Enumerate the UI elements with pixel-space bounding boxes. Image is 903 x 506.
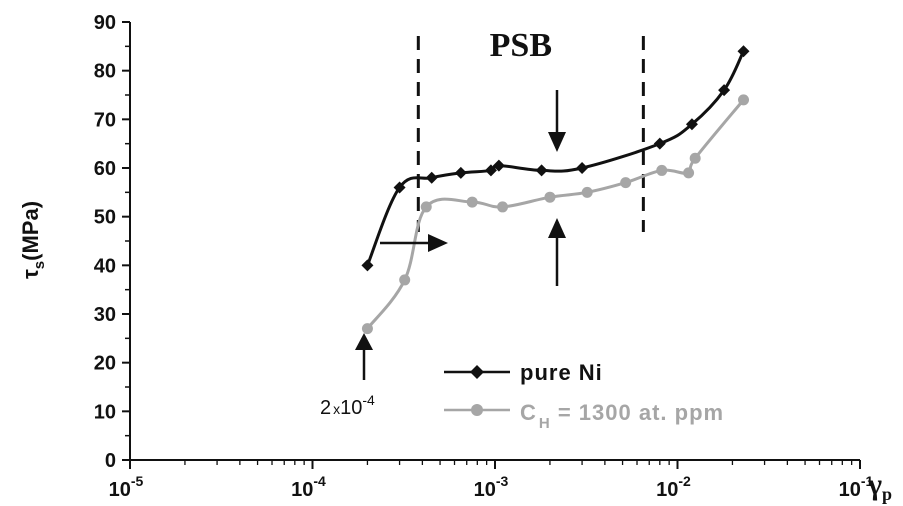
y-tick-label: 60: [94, 158, 116, 180]
x-tick-label: 10-5: [109, 473, 144, 501]
x-tick-label: 10-2: [656, 473, 691, 501]
data-point: [425, 171, 438, 184]
arrow-start-icon: [355, 333, 373, 380]
data-point: [497, 201, 509, 213]
data-point: [454, 166, 467, 179]
y-tick-group: 0 10 20 30 40 50 60 70 80 90: [94, 12, 130, 472]
start-value-base: 2: [320, 397, 331, 419]
data-point: [399, 274, 411, 286]
y-axis-label: τs(MPa): [18, 201, 48, 279]
data-point: [535, 164, 548, 177]
series-1: [361, 94, 750, 335]
x-tick-label-base: 10: [474, 479, 496, 501]
x-axis-label: γp: [867, 468, 892, 504]
x-tick-label-exp: -4: [313, 473, 326, 489]
start-value-pow-base: 10: [340, 397, 362, 419]
y-tick-label: 50: [94, 207, 116, 229]
data-point: [683, 167, 695, 179]
data-point: [689, 152, 701, 164]
y-tick-label: 90: [94, 12, 116, 34]
data-point: [393, 181, 406, 194]
start-value-label: 2 x10-4: [320, 392, 375, 419]
data-point: [466, 196, 478, 208]
data-point: [656, 164, 668, 176]
svg-text:τs(MPa): τs(MPa): [18, 201, 48, 279]
x-tick-label-base: 10: [656, 479, 678, 501]
x-tick-label-exp: -5: [131, 473, 144, 489]
data-point: [620, 177, 632, 189]
arrow-up-icon: [548, 218, 566, 286]
y-tick-label: 70: [94, 109, 116, 131]
arrow-down-icon: [548, 90, 566, 152]
x-tick-label-base: 10: [291, 479, 313, 501]
x-axis-label-symbol: γ: [867, 468, 882, 501]
x-tick-label-base: 10: [839, 479, 861, 501]
data-point: [576, 162, 589, 174]
psb-label: PSB: [490, 27, 552, 64]
y-tick-label: 10: [94, 401, 116, 423]
start-value-times: x: [333, 401, 340, 417]
legend-label-ch-sub: H: [539, 415, 551, 432]
data-point: [361, 323, 373, 335]
data-point: [484, 164, 497, 177]
data-point: [738, 94, 750, 106]
series-layer: [361, 45, 750, 335]
data-point: [420, 201, 432, 213]
x-tick-label: 10-1: [839, 473, 874, 501]
y-tick-label: 30: [94, 304, 116, 326]
data-point: [361, 259, 374, 272]
data-point: [685, 118, 698, 131]
x-tick-label-exp: -1: [861, 473, 874, 489]
start-value-exp: -4: [362, 392, 375, 408]
data-point: [737, 45, 750, 58]
legend-label-ch-prefix: C: [520, 400, 537, 425]
x-tick-label-exp: -2: [678, 473, 691, 489]
x-axis-label-sub: p: [882, 484, 892, 504]
legend-label-pure-ni: pure Ni: [520, 360, 603, 385]
y-axis-label-symbol: τ: [18, 269, 43, 279]
y-tick-label: 0: [105, 450, 116, 472]
data-point: [492, 159, 505, 172]
data-point: [653, 137, 666, 150]
arrow-right-icon: [380, 234, 448, 252]
legend-marker-diamond-icon: [470, 365, 484, 379]
x-tick-group: 10-5 10-4 10-3 10-2 10-1: [109, 460, 874, 501]
y-tick-label: 40: [94, 255, 116, 277]
data-point: [544, 191, 556, 203]
y-tick-label: 80: [94, 61, 116, 83]
legend-item-pure-ni: pure Ni: [444, 360, 603, 385]
x-tick-label-base: 10: [109, 479, 131, 501]
y-axis-label-unit: (MPa): [18, 201, 43, 261]
data-point: [581, 186, 593, 198]
x-tick-label: 10-3: [474, 473, 509, 501]
legend-marker-circle-icon: [471, 404, 483, 416]
x-tick-label-exp: -3: [496, 473, 509, 489]
y-axis-label-sub: s: [31, 261, 48, 269]
legend-label-ch-suffix: = 1300 at. ppm: [551, 400, 724, 425]
x-tick-label: 10-4: [291, 473, 326, 501]
data-point: [718, 84, 731, 97]
y-tick-label: 20: [94, 353, 116, 375]
series-0: [361, 45, 750, 272]
